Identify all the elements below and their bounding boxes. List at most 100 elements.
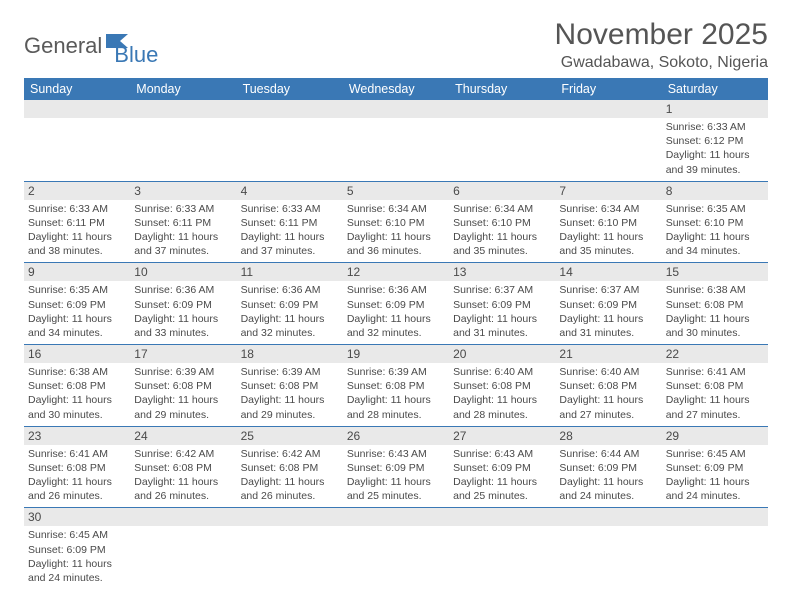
day-number	[449, 100, 555, 118]
day-cell	[662, 508, 768, 589]
day-number: 17	[130, 345, 236, 363]
day-number	[130, 100, 236, 118]
day-cell: 3 Sunrise: 6:33 AMSunset: 6:11 PMDaylight…	[130, 181, 236, 263]
day-details: Sunrise: 6:33 AMSunset: 6:11 PMDaylight:…	[134, 202, 232, 259]
day-details: Sunrise: 6:45 AMSunset: 6:09 PMDaylight:…	[666, 447, 764, 504]
day-number: 5	[343, 182, 449, 200]
day-details: Sunrise: 6:38 AMSunset: 6:08 PMDaylight:…	[666, 283, 764, 340]
weekday-header: Saturday	[662, 78, 768, 100]
day-cell: 2Sunrise: 6:33 AMSunset: 6:11 PMDaylight…	[24, 181, 130, 263]
weekday-header: Wednesday	[343, 78, 449, 100]
day-number: 14	[555, 263, 661, 281]
calendar-body: 1 Sunrise: 6:33 AMSunset: 6:12 PMDaylight…	[24, 100, 768, 589]
weekday-header: Monday	[130, 78, 236, 100]
header: General Blue November 2025 Gwadabawa, So…	[24, 18, 768, 72]
day-details: Sunrise: 6:43 AMSunset: 6:09 PMDaylight:…	[453, 447, 551, 504]
day-cell: 21Sunrise: 6:40 AMSunset: 6:08 PMDayligh…	[555, 345, 661, 427]
day-cell: 22 Sunrise: 6:41 AMSunset: 6:08 PMDayligh…	[662, 345, 768, 427]
day-number: 28	[555, 427, 661, 445]
day-number: 1	[662, 100, 768, 118]
day-cell	[24, 100, 130, 181]
day-details: Sunrise: 6:37 AMSunset: 6:09 PMDaylight:…	[453, 283, 551, 340]
day-number: 15	[662, 263, 768, 281]
day-details: Sunrise: 6:42 AMSunset: 6:08 PMDaylight:…	[134, 447, 232, 504]
day-cell: 12Sunrise: 6:36 AMSunset: 6:09 PMDayligh…	[343, 263, 449, 345]
day-details: Sunrise: 6:44 AMSunset: 6:09 PMDaylight:…	[559, 447, 657, 504]
month-title: November 2025	[555, 18, 768, 52]
location: Gwadabawa, Sokoto, Nigeria	[555, 54, 768, 72]
day-details: Sunrise: 6:41 AMSunset: 6:08 PMDaylight:…	[666, 365, 764, 422]
day-number	[237, 508, 343, 526]
day-number	[130, 508, 236, 526]
week-row: 1 Sunrise: 6:33 AMSunset: 6:12 PMDaylight…	[24, 100, 768, 181]
day-cell: 11 Sunrise: 6:36 AMSunset: 6:09 PMDayligh…	[237, 263, 343, 345]
day-number: 22	[662, 345, 768, 363]
day-number: 4	[237, 182, 343, 200]
day-cell: 14 Sunrise: 6:37 AMSunset: 6:09 PMDayligh…	[555, 263, 661, 345]
day-details: Sunrise: 6:36 AMSunset: 6:09 PMDaylight:…	[347, 283, 445, 340]
week-row: 30 Sunrise: 6:45 AMSunset: 6:09 PMDayligh…	[24, 508, 768, 589]
day-cell: 8 Sunrise: 6:35 AMSunset: 6:10 PMDaylight…	[662, 181, 768, 263]
day-details: Sunrise: 6:40 AMSunset: 6:08 PMDaylight:…	[453, 365, 551, 422]
day-cell	[130, 100, 236, 181]
day-cell: 26Sunrise: 6:43 AMSunset: 6:09 PMDayligh…	[343, 426, 449, 508]
day-number	[555, 508, 661, 526]
day-cell: 16Sunrise: 6:38 AMSunset: 6:08 PMDayligh…	[24, 345, 130, 427]
day-cell: 9Sunrise: 6:35 AMSunset: 6:09 PMDaylight…	[24, 263, 130, 345]
day-cell: 25 Sunrise: 6:42 AMSunset: 6:08 PMDayligh…	[237, 426, 343, 508]
day-details: Sunrise: 6:36 AMSunset: 6:09 PMDaylight:…	[241, 283, 339, 340]
day-details: Sunrise: 6:33 AMSunset: 6:11 PMDaylight:…	[28, 202, 126, 259]
day-details: Sunrise: 6:35 AMSunset: 6:10 PMDaylight:…	[666, 202, 764, 259]
day-cell: 27 Sunrise: 6:43 AMSunset: 6:09 PMDayligh…	[449, 426, 555, 508]
day-cell	[449, 508, 555, 589]
weekday-header: Tuesday	[237, 78, 343, 100]
day-number: 30	[24, 508, 130, 526]
day-details: Sunrise: 6:34 AMSunset: 6:10 PMDaylight:…	[559, 202, 657, 259]
day-cell	[237, 508, 343, 589]
day-number	[662, 508, 768, 526]
day-cell	[555, 508, 661, 589]
day-number	[555, 100, 661, 118]
weekday-header: Friday	[555, 78, 661, 100]
day-cell	[343, 508, 449, 589]
week-row: 23Sunrise: 6:41 AMSunset: 6:08 PMDayligh…	[24, 426, 768, 508]
day-number: 19	[343, 345, 449, 363]
day-number	[449, 508, 555, 526]
week-row: 9Sunrise: 6:35 AMSunset: 6:09 PMDaylight…	[24, 263, 768, 345]
day-cell: 1 Sunrise: 6:33 AMSunset: 6:12 PMDaylight…	[662, 100, 768, 181]
day-cell: 15 Sunrise: 6:38 AMSunset: 6:08 PMDayligh…	[662, 263, 768, 345]
day-number: 6	[449, 182, 555, 200]
day-details: Sunrise: 6:42 AMSunset: 6:08 PMDaylight:…	[241, 447, 339, 504]
day-number: 27	[449, 427, 555, 445]
day-number: 3	[130, 182, 236, 200]
day-cell	[237, 100, 343, 181]
day-number: 25	[237, 427, 343, 445]
day-cell: 7 Sunrise: 6:34 AMSunset: 6:10 PMDaylight…	[555, 181, 661, 263]
day-cell: 18Sunrise: 6:39 AMSunset: 6:08 PMDayligh…	[237, 345, 343, 427]
day-details: Sunrise: 6:39 AMSunset: 6:08 PMDaylight:…	[347, 365, 445, 422]
day-details: Sunrise: 6:33 AMSunset: 6:11 PMDaylight:…	[241, 202, 339, 259]
day-number: 7	[555, 182, 661, 200]
day-cell	[130, 508, 236, 589]
day-number	[343, 508, 449, 526]
day-cell: 17Sunrise: 6:39 AMSunset: 6:08 PMDayligh…	[130, 345, 236, 427]
day-number: 8	[662, 182, 768, 200]
calendar-head: SundayMondayTuesdayWednesdayThursdayFrid…	[24, 78, 768, 100]
day-details: Sunrise: 6:45 AMSunset: 6:09 PMDaylight:…	[28, 528, 126, 585]
title-block: November 2025 Gwadabawa, Sokoto, Nigeria	[555, 18, 768, 72]
day-details: Sunrise: 6:41 AMSunset: 6:08 PMDaylight:…	[28, 447, 126, 504]
day-cell	[449, 100, 555, 181]
day-details: Sunrise: 6:37 AMSunset: 6:09 PMDaylight:…	[559, 283, 657, 340]
weekday-header: Thursday	[449, 78, 555, 100]
day-cell: 20Sunrise: 6:40 AMSunset: 6:08 PMDayligh…	[449, 345, 555, 427]
day-details: Sunrise: 6:33 AMSunset: 6:12 PMDaylight:…	[666, 120, 764, 177]
day-number: 11	[237, 263, 343, 281]
day-number: 26	[343, 427, 449, 445]
week-row: 2Sunrise: 6:33 AMSunset: 6:11 PMDaylight…	[24, 181, 768, 263]
day-details: Sunrise: 6:38 AMSunset: 6:08 PMDaylight:…	[28, 365, 126, 422]
day-number: 29	[662, 427, 768, 445]
day-cell: 23Sunrise: 6:41 AMSunset: 6:08 PMDayligh…	[24, 426, 130, 508]
day-details: Sunrise: 6:39 AMSunset: 6:08 PMDaylight:…	[241, 365, 339, 422]
day-details: Sunrise: 6:36 AMSunset: 6:09 PMDaylight:…	[134, 283, 232, 340]
logo: General Blue	[24, 24, 158, 68]
